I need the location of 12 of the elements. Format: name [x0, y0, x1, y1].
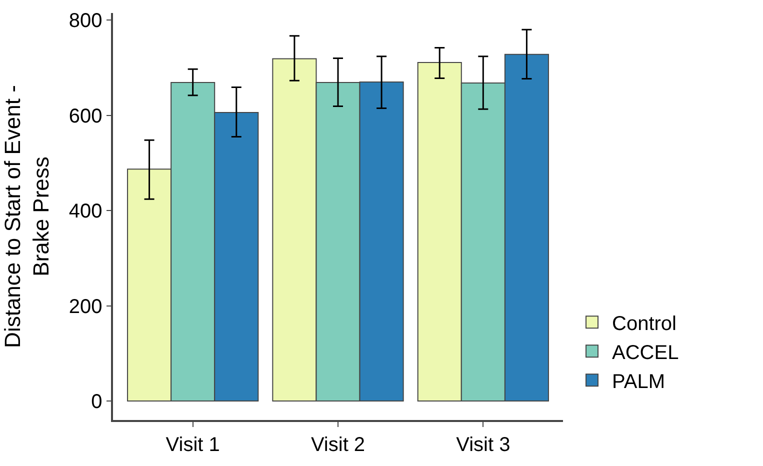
- y-tick-label: 400: [68, 200, 102, 223]
- y-axis-title: Distance to Start of Event - Brake Press: [0, 85, 54, 348]
- y-tick-label: 0: [91, 390, 102, 413]
- legend-label: PALM: [612, 370, 665, 393]
- x-tick-label: Visit 1: [166, 434, 220, 456]
- y-tick-label: 600: [68, 105, 102, 128]
- legend-label: Control: [612, 312, 676, 335]
- y-tick-label: 200: [68, 296, 102, 318]
- x-tick-label: Visit 2: [310, 434, 366, 456]
- x-tick-label: Visit 3: [456, 434, 510, 456]
- y-tick-label: 800: [68, 10, 102, 32]
- legend-label: ACCEL: [612, 342, 679, 364]
